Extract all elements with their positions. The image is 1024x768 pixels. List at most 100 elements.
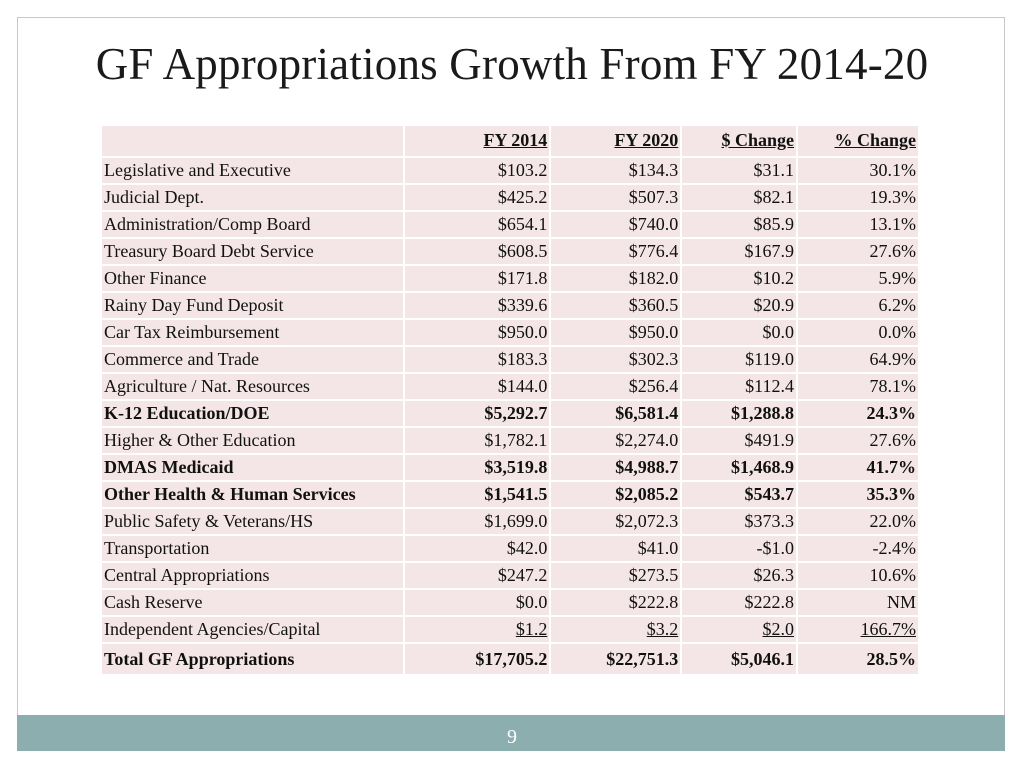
fy2014-cell: $144.0 [405, 374, 552, 401]
fy2020-cell: $740.0 [551, 212, 683, 239]
fy2014-cell: $339.6 [405, 293, 552, 320]
table-row: K-12 Education/DOE $5,292.7 $6,581.4 $1,288… [102, 401, 920, 428]
percent-change-cell: 24.3% [798, 401, 920, 428]
table-row: DMAS Medicaid $3,519.8 $4,988.7 $1,468.9 41.… [102, 455, 920, 482]
row-label: Central Appropriations [102, 563, 406, 590]
percent-change-cell: NM [798, 590, 920, 617]
percent-change-cell: 22.0% [798, 509, 920, 536]
fy2014-cell: $1.2 [405, 617, 552, 644]
row-label: Treasury Board Debt Service [102, 239, 406, 266]
dollar-change-cell: $112.4 [682, 374, 798, 401]
percent-change-cell: 78.1% [798, 374, 920, 401]
table-row: Judicial Dept. $425.2 $507.3 $82.1 19.3% [102, 185, 920, 212]
appropriations-table: FY 2014 FY 2020 $ Change % Change Legisl… [102, 126, 920, 676]
percent-change-cell: 27.6% [798, 428, 920, 455]
fy2020-cell: $134.3 [551, 158, 683, 185]
fy2014-cell: $1,699.0 [405, 509, 552, 536]
total-fy2020-cell: $22,751.3 [551, 644, 683, 676]
percent-change-cell: 0.0% [798, 320, 920, 347]
fy2014-cell: $42.0 [405, 536, 552, 563]
dollar-change-cell: $222.8 [682, 590, 798, 617]
table-row: Independent Agencies/Capital $1.2 $3.2 $2.0… [102, 617, 920, 644]
row-label: Higher & Other Education [102, 428, 406, 455]
fy2014-cell: $654.1 [405, 212, 552, 239]
percent-change-cell: 41.7% [798, 455, 920, 482]
row-label: K-12 Education/DOE [102, 401, 406, 428]
dollar-change-cell: $20.9 [682, 293, 798, 320]
dollar-change-cell: $543.7 [682, 482, 798, 509]
percent-change-cell: 19.3% [798, 185, 920, 212]
fy2020-cell: $2,085.2 [551, 482, 683, 509]
table-row: Rainy Day Fund Deposit $339.6 $360.5 $20.9 6… [102, 293, 920, 320]
percent-change-cell: 5.9% [798, 266, 920, 293]
table-row: Agriculture / Nat. Resources $144.0 $256.4… [102, 374, 920, 401]
dollar-change-cell: $167.9 [682, 239, 798, 266]
row-label: Car Tax Reimbursement [102, 320, 406, 347]
dollar-change-cell: $1,468.9 [682, 455, 798, 482]
dollar-change-cell: $373.3 [682, 509, 798, 536]
table-row: Cash Reserve $0.0 $222.8 $222.8 NM [102, 590, 920, 617]
percent-change-cell: 64.9% [798, 347, 920, 374]
header-dollar-change: $ Change [682, 126, 798, 158]
row-label: Commerce and Trade [102, 347, 406, 374]
dollar-change-cell: $82.1 [682, 185, 798, 212]
fy2014-cell: $950.0 [405, 320, 552, 347]
row-label: Other Finance [102, 266, 406, 293]
table-row: Car Tax Reimbursement $950.0 $950.0 $0.0 0.0… [102, 320, 920, 347]
dollar-change-cell: $2.0 [682, 617, 798, 644]
dollar-change-cell: $1,288.8 [682, 401, 798, 428]
row-label: DMAS Medicaid [102, 455, 406, 482]
percent-change-cell: 13.1% [798, 212, 920, 239]
fy2020-cell: $182.0 [551, 266, 683, 293]
fy2020-cell: $273.5 [551, 563, 683, 590]
fy2014-cell: $608.5 [405, 239, 552, 266]
fy2014-cell: $3,519.8 [405, 455, 552, 482]
row-label: Public Safety & Veterans/HS [102, 509, 406, 536]
fy2020-cell: $222.8 [551, 590, 683, 617]
slide-title: GF Appropriations Growth From FY 2014-20 [95, 39, 929, 89]
row-label: Cash Reserve [102, 590, 406, 617]
table-row: Central Appropriations $247.2 $273.5 $26.3 1… [102, 563, 920, 590]
percent-change-cell: 35.3% [798, 482, 920, 509]
fy2020-cell: $41.0 [551, 536, 683, 563]
row-label: Independent Agencies/Capital [102, 617, 406, 644]
header-fy2020: FY 2020 [551, 126, 683, 158]
row-label: Administration/Comp Board [102, 212, 406, 239]
fy2020-cell: $2,274.0 [551, 428, 683, 455]
row-label: Judicial Dept. [102, 185, 406, 212]
total-percent-change-cell: 28.5% [798, 644, 920, 676]
fy2020-cell: $302.3 [551, 347, 683, 374]
percent-change-cell: 166.7% [798, 617, 920, 644]
fy2020-cell: $6,581.4 [551, 401, 683, 428]
dollar-change-cell: $0.0 [682, 320, 798, 347]
fy2014-cell-value: $1.2 [515, 619, 548, 639]
fy2014-cell: $183.3 [405, 347, 552, 374]
fy2020-cell: $3.2 [551, 617, 683, 644]
dollar-change-cell: $31.1 [682, 158, 798, 185]
fy2020-cell: $256.4 [551, 374, 683, 401]
dollar-change-cell: $85.9 [682, 212, 798, 239]
header-percent-change: % Change [798, 126, 920, 158]
total-row: Total GF Appropriations $17,705.2 $22,751.… [102, 644, 920, 676]
dollar-change-cell: $491.9 [682, 428, 798, 455]
table-row: Treasury Board Debt Service $608.5 $776.4 $… [102, 239, 920, 266]
table-row: Public Safety & Veterans/HS $1,699.0 $2,07… [102, 509, 920, 536]
row-label: Legislative and Executive [102, 158, 406, 185]
percent-change-cell: 30.1% [798, 158, 920, 185]
fy2020-cell: $950.0 [551, 320, 683, 347]
table-row: Transportation $42.0 $41.0 -$1.0 -2.4% [102, 536, 920, 563]
percent-change-cell: 10.6% [798, 563, 920, 590]
table-row: Administration/Comp Board $654.1 $740.0 $85… [102, 212, 920, 239]
row-label: Rainy Day Fund Deposit [102, 293, 406, 320]
table-row: Other Health & Human Services $1,541.5 $2,… [102, 482, 920, 509]
fy2014-cell: $425.2 [405, 185, 552, 212]
table-header-row: FY 2014 FY 2020 $ Change % Change [102, 126, 920, 158]
fy2020-cell: $2,072.3 [551, 509, 683, 536]
fy2014-cell: $103.2 [405, 158, 552, 185]
row-label: Other Health & Human Services [102, 482, 406, 509]
header-blank [102, 126, 406, 158]
dollar-change-cell-value: $2.0 [762, 619, 795, 639]
table-row: Higher & Other Education $1,782.1 $2,274.0… [102, 428, 920, 455]
dollar-change-cell: $119.0 [682, 347, 798, 374]
fy2014-cell: $247.2 [405, 563, 552, 590]
